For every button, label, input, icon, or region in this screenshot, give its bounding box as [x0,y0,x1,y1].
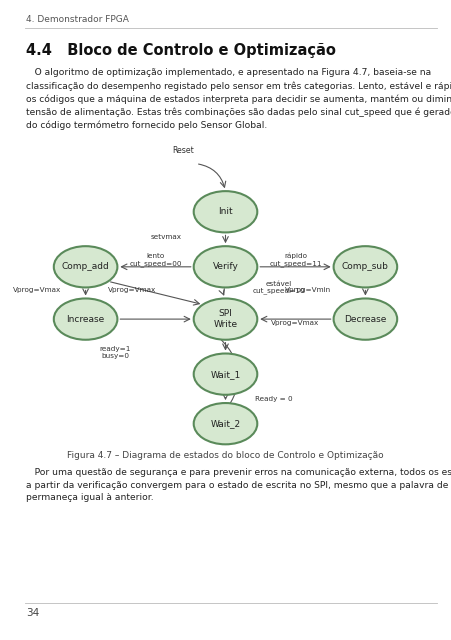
Text: ready=1
busy=0: ready=1 busy=0 [100,346,131,358]
Text: Comp_sub: Comp_sub [342,262,389,271]
Circle shape [194,403,257,444]
Text: rápido
cut_speed=11: rápido cut_speed=11 [269,253,322,267]
Text: SPI
Write: SPI Write [213,309,238,329]
Circle shape [334,298,397,340]
Text: Verify: Verify [212,262,239,271]
Circle shape [334,246,397,287]
Text: O algoritmo de optimização implementado, e apresentado na Figura 4.7, baseia-se : O algoritmo de optimização implementado,… [26,68,451,131]
Text: Reset: Reset [172,147,194,156]
Text: Vprog=Vmax: Vprog=Vmax [272,320,320,326]
Text: Comp_add: Comp_add [62,262,110,271]
Text: Init: Init [218,207,233,216]
Text: Vprog=Vmax: Vprog=Vmax [108,287,156,293]
Text: Wait_1: Wait_1 [210,370,241,379]
Circle shape [54,246,117,287]
Text: Vprog=Vmax: Vprog=Vmax [13,287,61,293]
Text: 4.4   Bloco de Controlo e Optimização: 4.4 Bloco de Controlo e Optimização [26,43,336,58]
Text: lento
cut_speed=00: lento cut_speed=00 [129,253,182,267]
Text: setvmax: setvmax [151,234,182,239]
Circle shape [194,191,257,232]
Text: Por uma questão de segurança e para prevenir erros na comunicação externa, todos: Por uma questão de segurança e para prev… [26,468,451,502]
Text: Ready = 0: Ready = 0 [255,396,293,402]
Text: 4. Demonstrador FPGA: 4. Demonstrador FPGA [26,15,129,24]
Circle shape [54,298,117,340]
Text: Figura 4.7 – Diagrama de estados do bloco de Controlo e Optimização: Figura 4.7 – Diagrama de estados do bloc… [67,451,384,460]
Circle shape [194,246,257,287]
Circle shape [194,353,257,395]
Text: Wait_2: Wait_2 [211,419,240,428]
Text: Increase: Increase [66,315,105,324]
Text: Vprog=Vmin: Vprog=Vmin [285,287,331,293]
Text: Decrease: Decrease [344,315,387,324]
Text: 34: 34 [26,608,39,618]
Text: estável
cut_speed=10: estável cut_speed=10 [252,280,305,294]
Circle shape [194,298,257,340]
